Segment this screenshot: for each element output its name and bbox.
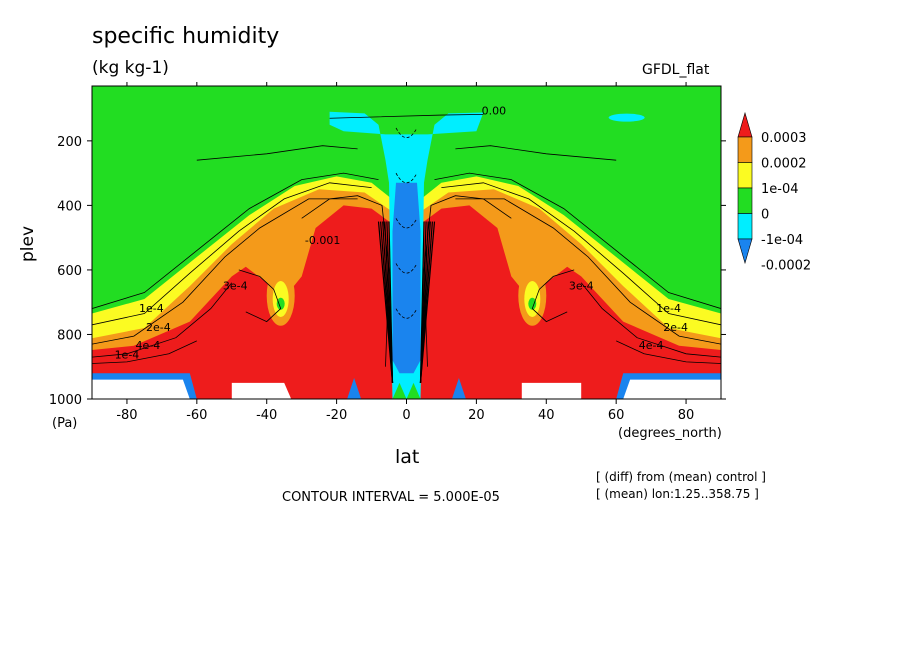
- chart-title: specific humidity: [92, 24, 280, 49]
- x-tick-label: -20: [326, 408, 347, 423]
- y-tick-label: 200: [57, 135, 82, 150]
- colorbar-swatch: [737, 136, 753, 163]
- contour-line-3-n: [580, 282, 721, 358]
- surface-spike-n: [451, 378, 466, 399]
- y-tick-label: 400: [57, 199, 82, 214]
- contour-line-1-n: [441, 182, 721, 326]
- dense-contour-0-5: [388, 221, 394, 383]
- contour-interval-text: CONTOUR INTERVAL = 5.000E-05: [282, 490, 500, 505]
- contour-line-2-n: [455, 198, 721, 345]
- x-tick-label: -60: [186, 408, 207, 423]
- y-axis: 200 400 600 800 1000: [49, 135, 726, 408]
- x-tick-label: 60: [608, 408, 625, 423]
- contour-label-10: -0.001: [305, 234, 340, 247]
- surface-white-s2: [231, 382, 292, 399]
- colorbar-arrow-top: [737, 111, 753, 138]
- contour-label-9: 1e-4: [115, 349, 140, 362]
- colorbar-label: -0.0002: [761, 259, 811, 274]
- contour-labels: 0.001e-42e-43e-44e-41e-42e-43e-44e-41e-4…: [115, 104, 688, 361]
- surface-white-south: [92, 379, 190, 399]
- y-tick-label: 600: [57, 264, 82, 279]
- contour-label-4: 4e-4: [136, 339, 161, 352]
- surface-green-n: [406, 382, 421, 399]
- contour-label-2: 2e-4: [146, 321, 171, 334]
- colorbar-swatch: [737, 213, 753, 240]
- contour-label-6: 2e-4: [663, 321, 688, 334]
- filled-contour-field: [92, 86, 721, 399]
- colorbar-swatch: [737, 187, 753, 214]
- neg-contour-0: [395, 127, 418, 139]
- neg-contour-1: [395, 172, 418, 184]
- annotation-diff: [ (diff) from (mean) control ]: [596, 470, 766, 484]
- colorbar-label: 0.0003: [761, 131, 807, 146]
- contour-line-0-s: [92, 172, 379, 309]
- contour-label-7: 3e-4: [569, 279, 594, 292]
- neg-contour-4: [395, 308, 418, 319]
- x-tick-label: -40: [256, 408, 277, 423]
- annotation-mean: [ (mean) lon:1.25..358.75 ]: [596, 487, 759, 501]
- neg-contour-2: [395, 218, 418, 229]
- contour-line-3-s: [92, 282, 233, 358]
- dense-contour-1-5: [419, 221, 425, 383]
- contour-label-1: 1e-4: [139, 302, 164, 315]
- neg-contour-3: [395, 263, 418, 274]
- contour-line-5-s: [238, 269, 282, 323]
- contour-line-0-n: [434, 172, 721, 309]
- model-label: GFDL_flat: [642, 62, 710, 78]
- contour-line-4-s: [92, 340, 197, 364]
- colorbar-label: 0.0002: [761, 157, 807, 172]
- band-3e-4-north: [420, 205, 721, 399]
- colorbar-label: 0: [761, 208, 769, 223]
- surface-white-n2: [521, 382, 582, 399]
- x-axis: -80 -60 -40 -20 0 20 40 60 80: [116, 82, 694, 423]
- green-island-0: [276, 297, 285, 310]
- green-island-1: [528, 297, 537, 310]
- contour-line-7-s: [196, 145, 358, 161]
- x-axis-unit: (degrees_north): [618, 426, 722, 441]
- surface-white-north: [623, 379, 721, 399]
- y-tick-label: 800: [57, 328, 82, 343]
- contour-label-3: 3e-4: [223, 279, 248, 292]
- contour-line-1-s: [92, 182, 372, 326]
- x-tick-label: 80: [678, 408, 695, 423]
- colorbar-label: 1e-04: [761, 182, 799, 197]
- contour-lines: [92, 113, 721, 383]
- contour-label-0: 0.00: [482, 104, 507, 117]
- cyan-blob-north: [608, 113, 645, 122]
- x-tick-label: 20: [468, 408, 485, 423]
- y-tick-label: 1000: [49, 393, 82, 408]
- contour-line-7-n: [455, 145, 617, 161]
- contour-label-8: 4e-4: [639, 339, 664, 352]
- x-tick-label: -80: [116, 408, 137, 423]
- x-axis-label: lat: [395, 446, 420, 468]
- contour-line-4-n: [616, 340, 721, 364]
- colorbar-arrow-bottom: [737, 238, 753, 265]
- colorbar-label: -1e-04: [761, 233, 803, 248]
- zero-contour: [329, 113, 484, 119]
- contour-line-2-s: [92, 198, 358, 345]
- surface-spike-s: [347, 378, 362, 399]
- band-3e-4-south: [92, 205, 393, 399]
- x-tick-label: 0: [402, 408, 410, 423]
- contour-label-5: 1e-4: [656, 302, 681, 315]
- colorbar: 0.0003 0.0002 1e-04 0 -1e-04 -0.0002: [737, 111, 811, 274]
- y-axis-unit: (Pa): [52, 416, 78, 431]
- x-tick-label: 40: [538, 408, 555, 423]
- contour-line-5-n: [531, 269, 575, 323]
- blue-column: [392, 182, 421, 374]
- chart-units: (kg kg-1): [92, 58, 169, 78]
- surface-green-s: [392, 382, 407, 399]
- colorbar-swatch: [737, 162, 753, 189]
